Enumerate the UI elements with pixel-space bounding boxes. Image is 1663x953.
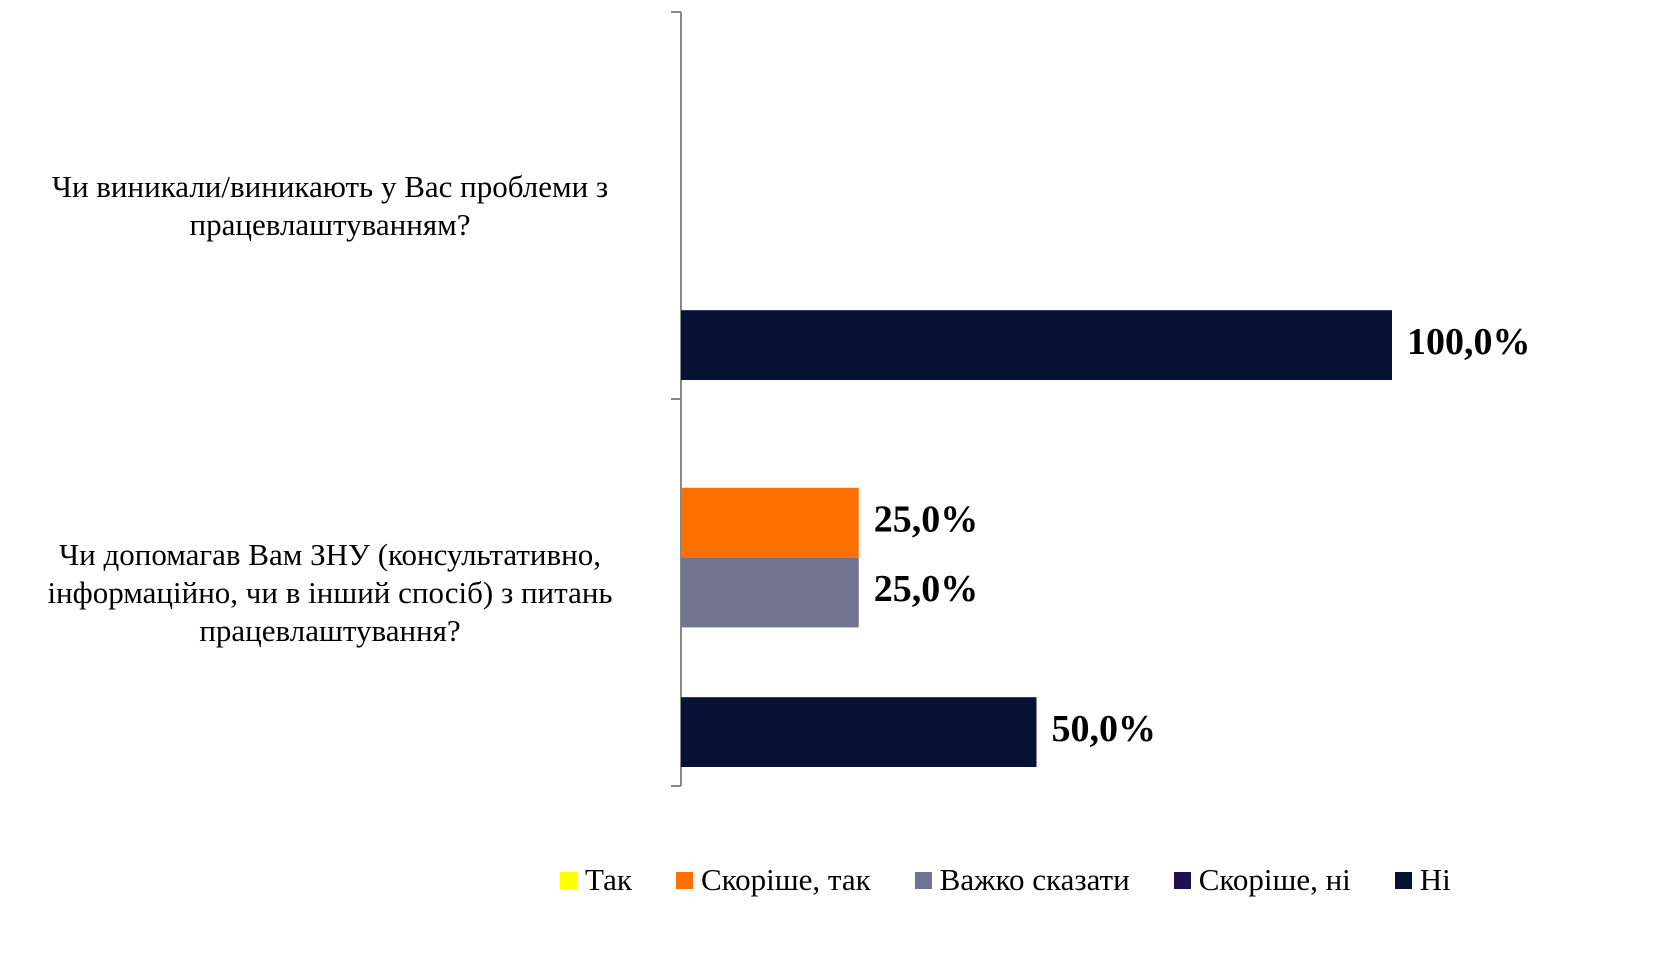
bar (681, 310, 1392, 380)
legend-item: Скоріше, так (675, 862, 871, 898)
legend-swatch (1173, 871, 1191, 889)
legend-label: Важко сказати (939, 862, 1130, 897)
legend-item: Так (560, 862, 632, 898)
legend-swatch (914, 871, 932, 889)
bar (681, 697, 1037, 767)
legend-swatch (675, 871, 693, 889)
legend-swatch (1394, 871, 1412, 889)
value-label: 100,0% (1407, 321, 1531, 363)
category-label: Чи виникали/виникають у Вас проблеми з п… (51, 168, 609, 242)
legend: Так Скоріше, так Важко сказати Скоріше, ні Н… (560, 862, 1451, 898)
legend-item: Ні (1394, 862, 1451, 898)
category-label: Чи допомагав Вам ЗНУ (консультативно, ін… (47, 536, 613, 648)
legend-item: Скоріше, ні (1173, 862, 1351, 898)
legend-label: Скоріше, ні (1198, 862, 1351, 897)
legend-label: Скоріше, так (700, 862, 871, 897)
value-label: 25,0% (874, 568, 979, 610)
legend-label: Так (585, 862, 632, 897)
value-label: 25,0% (874, 498, 979, 540)
legend-label: Ні (1419, 862, 1451, 897)
value-label: 50,0% (1052, 708, 1157, 750)
legend-item: Важко сказати (914, 862, 1130, 898)
legend-swatch (560, 871, 577, 889)
bar (681, 557, 859, 628)
bar (681, 487, 859, 558)
